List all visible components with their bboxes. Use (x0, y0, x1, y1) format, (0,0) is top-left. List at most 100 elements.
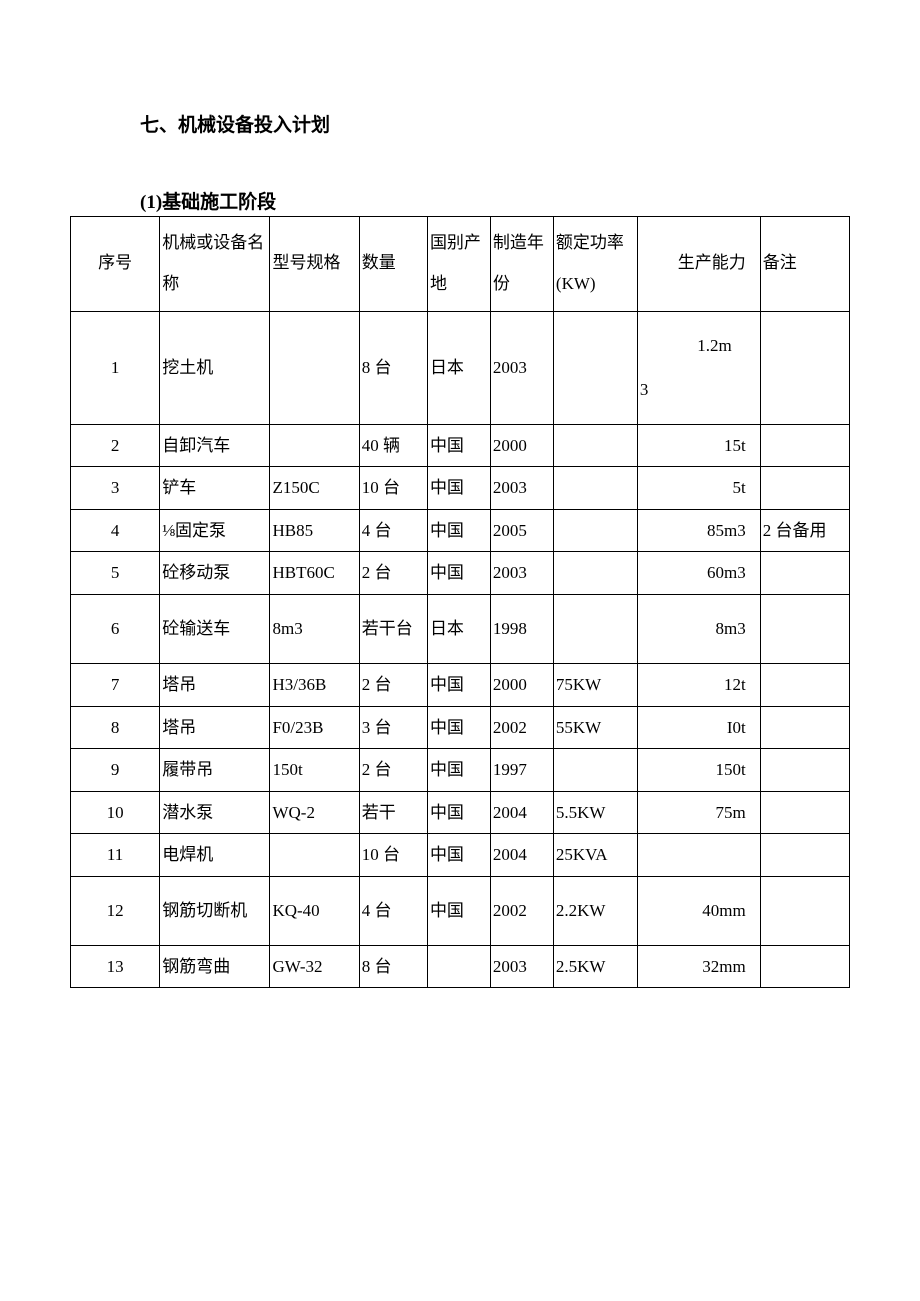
cell-power: 2.5KW (553, 945, 637, 988)
cell-note (760, 467, 849, 510)
table-row: 13钢筋弯曲GW-328 台20032.5KW32mm (71, 945, 850, 988)
cell-power (553, 749, 637, 792)
cell-note: 2 台备用 (760, 509, 849, 552)
cell-note (760, 424, 849, 467)
cell-power: 5.5KW (553, 791, 637, 834)
cell-seq: 11 (71, 834, 160, 877)
sub-title: (1)基础施工阶段 (70, 187, 850, 214)
cell-origin: 日本 (427, 594, 490, 663)
cell-year: 2003 (490, 311, 553, 424)
cell-year: 2003 (490, 945, 553, 988)
cell-year: 2004 (490, 791, 553, 834)
cell-model: 8m3 (270, 594, 359, 663)
table-body: 1挖土机8 台日本20031.2m32自卸汽车40 辆中国200015t3铲车Z… (71, 311, 850, 988)
equipment-table: 序号 机械或设备名称 型号规格 数量 国别产地 制造年份 额定功率 (KW) 生… (70, 216, 850, 988)
cell-origin (427, 945, 490, 988)
cell-name: 履带吊 (160, 749, 270, 792)
cell-origin: 日本 (427, 311, 490, 424)
cell-seq: 2 (71, 424, 160, 467)
col-name: 机械或设备名称 (160, 217, 270, 312)
cell-year: 2000 (490, 424, 553, 467)
cell-name: ⅛固定泵 (160, 509, 270, 552)
cell-qty: 若干 (359, 791, 427, 834)
cell-name: 铲车 (160, 467, 270, 510)
cell-model: F0/23B (270, 706, 359, 749)
cell-name: 砼输送车 (160, 594, 270, 663)
cell-name: 钢筋弯曲 (160, 945, 270, 988)
cell-origin: 中国 (427, 706, 490, 749)
cell-note (760, 552, 849, 595)
table-row: 3铲车Z150C10 台中国20035t (71, 467, 850, 510)
cell-note (760, 749, 849, 792)
cell-year: 2002 (490, 706, 553, 749)
cell-year: 2004 (490, 834, 553, 877)
cell-origin: 中国 (427, 509, 490, 552)
col-power: 额定功率 (KW) (553, 217, 637, 312)
cell-name: 塔吊 (160, 664, 270, 707)
cell-origin: 中国 (427, 467, 490, 510)
cell-capacity: 32mm (637, 945, 760, 988)
cell-origin: 中国 (427, 791, 490, 834)
col-note: 备注 (760, 217, 849, 312)
cell-qty: 40 辆 (359, 424, 427, 467)
cell-qty: 2 台 (359, 552, 427, 595)
cell-origin: 中国 (427, 876, 490, 945)
cell-note (760, 945, 849, 988)
cell-note (760, 311, 849, 424)
col-qty: 数量 (359, 217, 427, 312)
cell-capacity: 12t (637, 664, 760, 707)
cell-power: 75KW (553, 664, 637, 707)
cell-note (760, 834, 849, 877)
cell-qty: 8 台 (359, 945, 427, 988)
cell-model: 150t (270, 749, 359, 792)
cell-year: 1997 (490, 749, 553, 792)
cell-capacity: 1.2m3 (637, 311, 760, 424)
cell-power (553, 594, 637, 663)
cell-power (553, 424, 637, 467)
cell-note (760, 706, 849, 749)
cell-power (553, 509, 637, 552)
col-model: 型号规格 (270, 217, 359, 312)
cell-qty: 4 台 (359, 876, 427, 945)
cell-note (760, 791, 849, 834)
cell-qty: 若干台 (359, 594, 427, 663)
page-container: 七、机械设备投入计划 (1)基础施工阶段 序号 机械或设备名称 型号规格 数量 … (0, 0, 920, 1088)
table-row: 10潜水泵WQ-2若干中国20045.5KW75m (71, 791, 850, 834)
cell-power: 2.2KW (553, 876, 637, 945)
col-capacity: 生产能力 (637, 217, 760, 312)
cell-seq: 1 (71, 311, 160, 424)
cell-model: KQ-40 (270, 876, 359, 945)
cell-model (270, 834, 359, 877)
table-row: 9履带吊150t2 台中国1997150t (71, 749, 850, 792)
cell-year: 2003 (490, 467, 553, 510)
cell-model: GW-32 (270, 945, 359, 988)
cell-power (553, 467, 637, 510)
cell-capacity: 15t (637, 424, 760, 467)
cell-power: 25KVA (553, 834, 637, 877)
cell-capacity: 85m3 (637, 509, 760, 552)
cell-power (553, 311, 637, 424)
table-row: 4⅛固定泵HB854 台中国200585m32 台备用 (71, 509, 850, 552)
cell-seq: 5 (71, 552, 160, 595)
cell-origin: 中国 (427, 834, 490, 877)
cell-name: 塔吊 (160, 706, 270, 749)
cell-model (270, 311, 359, 424)
cell-capacity: 5t (637, 467, 760, 510)
cell-power: 55KW (553, 706, 637, 749)
cell-model: HB85 (270, 509, 359, 552)
cell-capacity: I0t (637, 706, 760, 749)
section-title: 七、机械设备投入计划 (70, 110, 850, 137)
cell-power (553, 552, 637, 595)
cell-seq: 12 (71, 876, 160, 945)
cell-name: 潜水泵 (160, 791, 270, 834)
table-row: 8塔吊F0/23B3 台中国200255KWI0t (71, 706, 850, 749)
cell-model: HBT60C (270, 552, 359, 595)
cell-origin: 中国 (427, 664, 490, 707)
cell-seq: 7 (71, 664, 160, 707)
header-row: 序号 机械或设备名称 型号规格 数量 国别产地 制造年份 额定功率 (KW) 生… (71, 217, 850, 312)
cell-note (760, 876, 849, 945)
cell-name: 电焊机 (160, 834, 270, 877)
cell-qty: 2 台 (359, 664, 427, 707)
cell-model (270, 424, 359, 467)
col-seq: 序号 (71, 217, 160, 312)
